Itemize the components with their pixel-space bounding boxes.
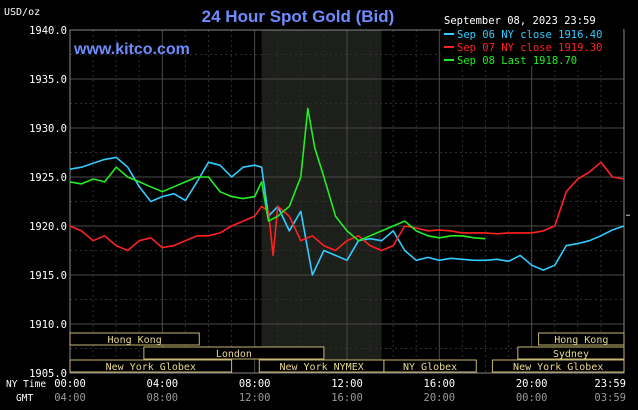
x-tick-label-ny: 23:59 [594,378,626,390]
session-bar [69,359,233,373]
x-tick-label-ny: 08:00 [239,378,271,390]
y-tick-label: 1925.0 [29,172,67,184]
legend: September 08, 2023 23:59 Sep 06 NY close… [441,14,623,67]
session-label: New York Globex [106,362,196,373]
session-label: Hong Kong [108,335,162,346]
chart-title: 24 Hour Spot Gold (Bid) [202,7,395,26]
session-bars: Hong Kong London New York Globex New York N… [69,332,625,373]
x-tick-label-ny: 20:00 [516,378,548,390]
x-tick-labels: 00:00 04:00 04:00 08:00 08:00 12:00 12:00 16:00… [54,378,626,404]
y-tick-label: 1915.0 [29,270,67,282]
x-tick-label-gmt: 03:59 [594,392,626,404]
plot-border [69,29,625,374]
y-tick-label: 1935.0 [29,74,67,86]
x-tick-label-gmt: 08:00 [147,392,179,404]
series-line-0 [69,156,625,276]
x-tick-label-ny: 12:00 [331,378,363,390]
session-bar [383,359,477,373]
session-bar [491,359,625,373]
plot-frame [69,29,630,374]
y-unit-label: USD/oz [4,7,40,18]
session-label: NY Globex [403,362,457,373]
y-tick-label: 1940.0 [29,25,67,37]
legend-date: September 08, 2023 23:59 [444,15,596,27]
y-tick-label: 1905.0 [29,368,67,380]
x-tick-label-gmt: 04:00 [54,392,86,404]
legend-item-0: Sep 06 NY close 1916.40 [457,29,602,41]
y-tick-label: 1930.0 [29,123,67,135]
legend-item-1: Sep 07 NY close 1919.30 [457,42,602,54]
session-label: New York Globex [513,362,603,373]
session-label: Sydney [553,349,589,360]
x-tick-label-gmt: 16:00 [331,392,363,404]
x-tick-label-ny: 00:00 [54,378,86,390]
session-bar [143,346,325,360]
watermark-text: www.kitco.com [73,41,190,58]
legend-item-2: Sep 08 Last 1918.70 [457,55,577,67]
session-bar [69,332,200,346]
y-tick-label: 1910.0 [29,319,67,331]
x-tick-label-gmt: 12:00 [239,392,271,404]
x-tick-label-ny: 16:00 [424,378,456,390]
x-tick-label-ny: 04:00 [147,378,179,390]
y-tick-label: 1920.0 [29,221,67,233]
session-label: New York NYMEX [279,362,363,373]
x-tick-label-gmt: 20:00 [424,392,456,404]
gmt-label: GMT [16,393,33,404]
ny-time-label: NY Time [6,379,46,390]
series-line-1 [69,161,625,257]
session-label: London [216,349,252,360]
x-tick-label-gmt: 00:00 [516,392,548,404]
session-label: Hong Kong [554,335,608,346]
y-tick-labels: 1940.0 1935.0 1930.0 1925.0 1920.0 1915.0 1910… [29,25,67,380]
legend-box [441,14,623,66]
series-layer [69,107,625,276]
session-bar [538,332,625,346]
session-bar [517,346,625,360]
series-line-2 [69,107,486,242]
